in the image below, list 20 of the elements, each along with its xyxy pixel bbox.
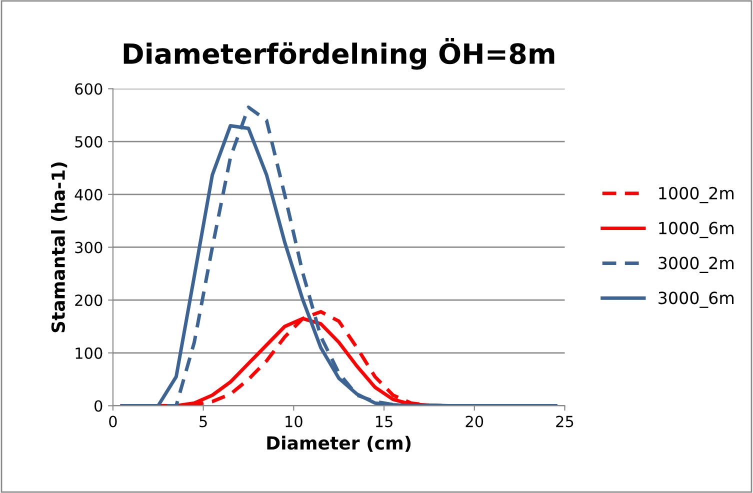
x-tick-label: 25 — [556, 416, 574, 428]
x-tick-label: 5 — [200, 416, 207, 428]
legend-label: 1000_2m — [659, 186, 734, 204]
y-tick-label: 200 — [75, 294, 102, 306]
legend-label: 3000_6m — [658, 292, 734, 308]
x-tick-label: 15 — [376, 416, 392, 428]
x-axis-title: Diameter (cm) — [267, 436, 411, 452]
chart-title: Diameterfördelning ÖH=8m — [124, 38, 554, 70]
x-tick-label: 20 — [466, 416, 484, 428]
y-tick-label: 100 — [76, 347, 102, 359]
legend-label: 3000_2m — [658, 256, 734, 273]
x-tick-label: 10 — [286, 416, 302, 428]
y-tick-label: 300 — [75, 242, 102, 254]
y-tick-label: 0 — [94, 400, 102, 412]
y-tick-label: 500 — [75, 136, 102, 148]
y-axis-title: Stamantal (ha-1) — [51, 162, 68, 332]
y-tick-label: 600 — [75, 83, 102, 95]
legend-label: 1000_6m — [659, 222, 734, 238]
y-tick-label: 400 — [74, 188, 102, 200]
x-tick-label: 0 — [109, 416, 117, 428]
